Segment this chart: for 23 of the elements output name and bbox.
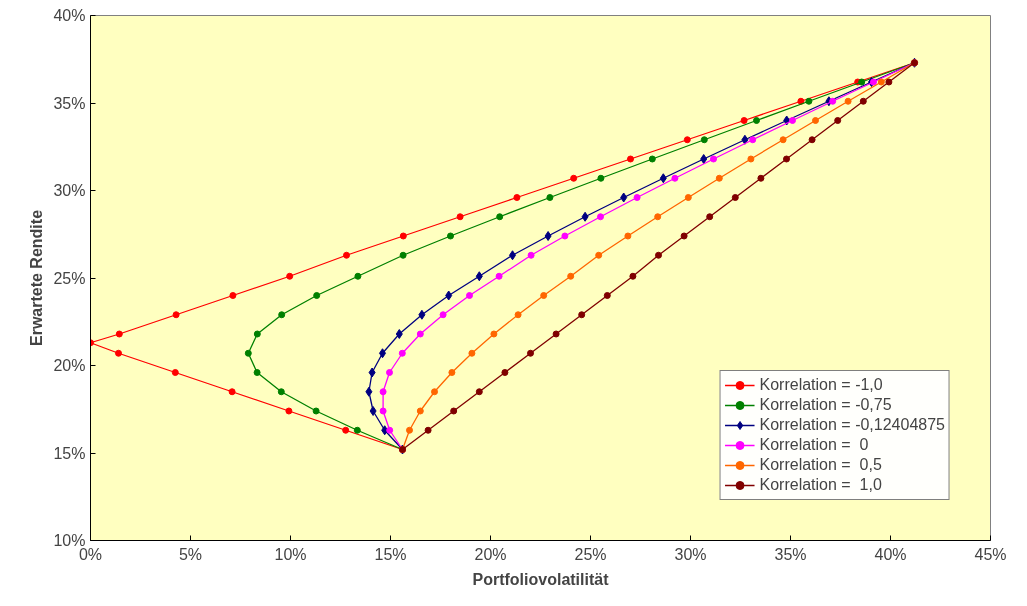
- legend-label: Korrelation = 0,5: [759, 456, 882, 474]
- x-tick-label: 35%: [774, 545, 807, 563]
- x-tick-label: 45%: [974, 545, 1007, 563]
- x-tick-label: 15%: [374, 545, 407, 563]
- y-tick-label: 40%: [53, 7, 86, 24]
- y-tick-label: 35%: [53, 94, 86, 112]
- legend-label: Korrelation = 1,0: [759, 476, 882, 494]
- x-tick-label: 10%: [274, 545, 307, 563]
- x-axis-title: Portfoliovolatilität: [472, 570, 610, 588]
- legend-label: Korrelation = -0,75: [759, 396, 892, 414]
- x-tick-label: 30%: [674, 545, 707, 563]
- x-tick-label: 5%: [178, 545, 203, 563]
- y-tick-label: 25%: [53, 269, 86, 287]
- x-tick-label: 20%: [474, 545, 507, 563]
- y-tick-label: 30%: [53, 182, 86, 199]
- y-tick-label: 20%: [53, 357, 86, 374]
- legend-label: Korrelation = 0: [759, 436, 869, 454]
- x-tick-label: 25%: [574, 545, 607, 563]
- x-tick-label: 40%: [874, 545, 907, 563]
- y-axis-title: Erwartete Rendite: [28, 209, 46, 347]
- y-tick-label: 15%: [53, 444, 86, 462]
- legend-label: Korrelation = -0,12404875: [759, 416, 945, 434]
- legend-label: Korrelation = -1,0: [759, 376, 883, 394]
